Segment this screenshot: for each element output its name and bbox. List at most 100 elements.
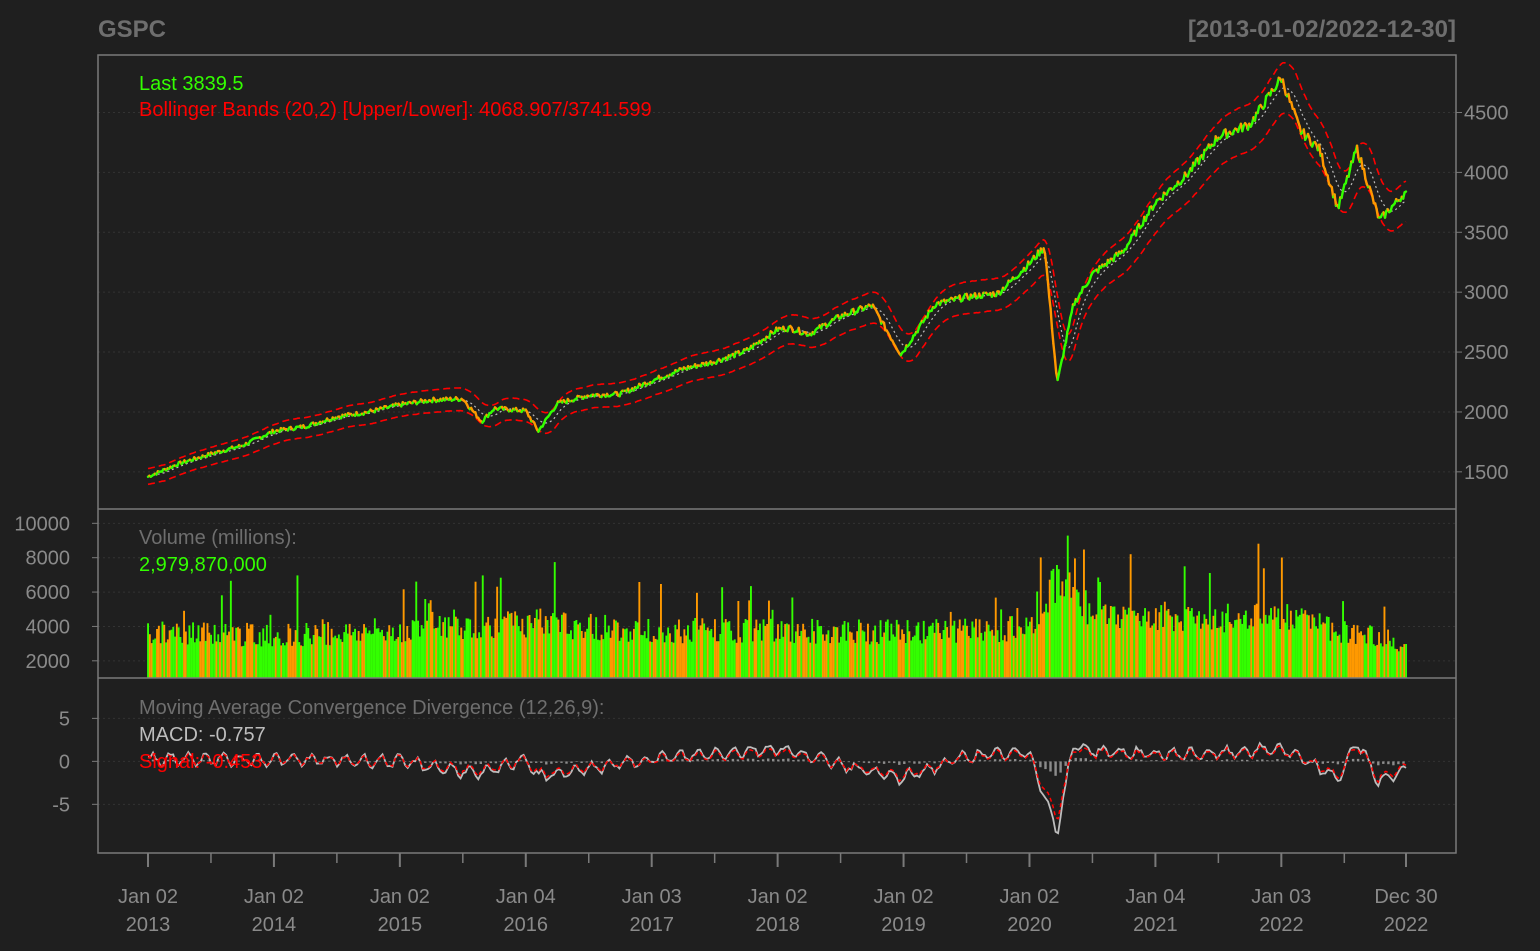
volume-bar xyxy=(845,640,848,678)
macd-histogram-bar xyxy=(1099,759,1103,762)
price-segment xyxy=(1064,330,1069,344)
volume-bar xyxy=(321,619,324,678)
macd-histogram-bar xyxy=(1079,758,1082,762)
volume-bar xyxy=(1029,621,1031,678)
volume-bar xyxy=(759,623,761,678)
volume-bar xyxy=(593,638,596,678)
macd-histogram-bar xyxy=(172,760,175,762)
macd-histogram-bar xyxy=(1281,759,1284,762)
volume-bar xyxy=(444,617,446,678)
volume-bar xyxy=(962,625,965,678)
volume-bar xyxy=(519,631,522,678)
volume-bar xyxy=(823,640,826,678)
volume-bar xyxy=(552,613,554,678)
volume-bar xyxy=(580,631,583,678)
macd-histogram-bar xyxy=(1235,760,1239,762)
volume-bar xyxy=(685,635,688,678)
macd-histogram-bar xyxy=(1341,761,1345,763)
macd-histogram-bar xyxy=(716,759,719,762)
macd-histogram-bar xyxy=(711,759,714,762)
volume-bar xyxy=(1228,622,1231,678)
volume-bar xyxy=(1259,618,1262,678)
volume-bar xyxy=(660,584,662,678)
volume-bar xyxy=(1250,618,1253,678)
volume-bar xyxy=(1178,622,1181,678)
volume-bar xyxy=(512,625,515,678)
volume-bar xyxy=(301,646,304,678)
macd-histogram-bar xyxy=(777,759,780,762)
macd-histogram-bar xyxy=(1392,761,1395,766)
volume-bar xyxy=(762,619,765,678)
macd-histogram-bar xyxy=(1321,761,1324,764)
macd-histogram-bar xyxy=(1014,759,1017,762)
volume-bar xyxy=(726,622,729,678)
volume-bar xyxy=(427,603,430,678)
volume-bar xyxy=(800,630,803,678)
volume-bar xyxy=(699,625,702,678)
volume-bar xyxy=(289,628,292,678)
volume-bar xyxy=(179,637,182,678)
volume-bar xyxy=(523,634,526,678)
volume-bar xyxy=(328,645,331,678)
volume-bar xyxy=(919,640,922,678)
price-segment xyxy=(1359,157,1364,171)
volume-bar xyxy=(237,627,239,678)
volume-bar xyxy=(296,575,299,678)
volume-bar xyxy=(643,631,646,678)
macd-histogram-bar xyxy=(1382,761,1385,764)
volume-bar xyxy=(586,628,589,678)
volume-bar xyxy=(366,633,369,678)
volume-bar xyxy=(417,620,419,678)
macd-histogram-bar xyxy=(1372,761,1375,764)
macd-histogram-bar xyxy=(439,761,442,764)
volume-bar xyxy=(732,640,734,678)
price-segment xyxy=(1147,205,1152,216)
price-segment xyxy=(1067,316,1072,328)
volume-bar xyxy=(210,634,212,678)
volume-bar xyxy=(498,632,500,678)
volume-bar xyxy=(827,630,830,678)
volume-bar xyxy=(357,631,360,678)
macd-histogram-bar xyxy=(1160,760,1163,762)
volume-bar xyxy=(807,636,810,678)
volume-bar xyxy=(984,631,986,678)
volume-bar xyxy=(1343,621,1346,678)
volume-bar xyxy=(1115,624,1118,678)
macd-histogram-bar xyxy=(681,759,684,762)
volume-bar xyxy=(481,575,484,678)
volume-bar xyxy=(1333,632,1335,678)
volume-bar xyxy=(991,629,994,678)
volume-bar xyxy=(742,622,745,678)
volume-bar xyxy=(312,635,315,678)
macd-histogram-bar xyxy=(928,761,931,763)
volume-bar xyxy=(597,639,599,678)
volume-bar xyxy=(820,626,823,678)
volume-bar xyxy=(1104,604,1107,678)
volume-bar xyxy=(1340,642,1343,678)
volume-bar xyxy=(215,641,218,678)
x-tick-label-year: 2013 xyxy=(126,914,171,936)
volume-bar xyxy=(395,638,398,678)
macd-histogram-bar xyxy=(822,759,825,762)
volume-bar xyxy=(669,633,671,678)
macd-histogram-bar xyxy=(1140,759,1143,762)
macd-histogram-bar xyxy=(1064,761,1067,766)
volume-bar xyxy=(1036,591,1039,678)
volume-bar xyxy=(399,624,401,678)
macd-histogram-bar xyxy=(1387,761,1390,765)
volume-bar xyxy=(264,640,266,678)
x-tick-label-date: Jan 04 xyxy=(1125,886,1185,908)
volume-bar xyxy=(555,617,558,678)
volume-bar xyxy=(573,621,576,678)
volume-bar xyxy=(298,642,301,678)
volume-bar xyxy=(872,630,875,678)
volume-bar xyxy=(276,632,279,678)
macd-histogram-bar xyxy=(691,760,694,762)
volume-bar xyxy=(789,641,792,678)
macd-histogram-bar xyxy=(1246,759,1249,762)
macd-histogram-bar xyxy=(973,760,977,762)
macd-histogram-bar xyxy=(988,760,992,762)
volume-bar xyxy=(343,632,346,678)
volume-bar xyxy=(409,639,412,678)
volume-bar xyxy=(355,640,358,678)
